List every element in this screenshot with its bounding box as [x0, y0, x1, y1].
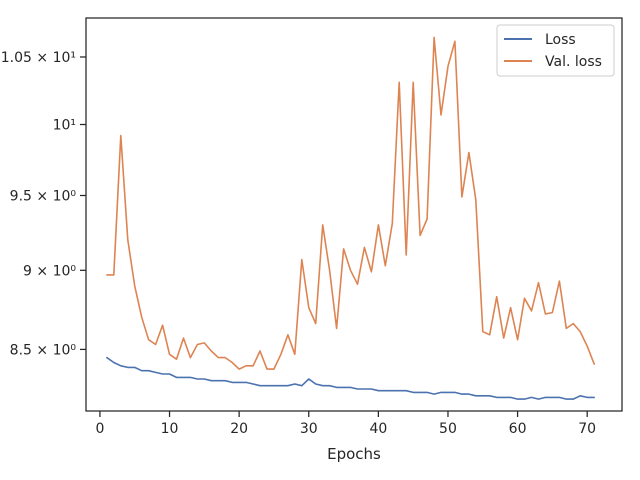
legend-label-loss: Loss	[545, 32, 576, 48]
y-tick-label: 9.5 × 10⁰	[10, 188, 77, 204]
x-tick-label: 10	[161, 421, 179, 437]
y-tick-label: 8.5 × 10⁰	[10, 342, 77, 358]
legend-label-val-loss: Val. loss	[545, 54, 602, 70]
x-tick-label: 70	[578, 421, 596, 437]
y-tick-label: 10¹	[53, 118, 76, 134]
y-tick-label: 1.05 × 10¹	[1, 50, 76, 66]
x-tick-label: 30	[300, 421, 318, 437]
x-tick-label: 40	[369, 421, 387, 437]
x-tick-label: 50	[439, 421, 457, 437]
series-line-loss	[106, 356, 596, 400]
legend-box	[496, 24, 615, 77]
x-tick-label: 20	[230, 421, 248, 437]
y-axis: 8.5 × 10⁰ 9 × 10⁰ 9.5 × 10⁰ 10¹ 1.05 × 10¹	[1, 50, 86, 358]
plot-lines	[106, 36, 596, 400]
series-line-val-loss	[106, 36, 596, 370]
legend: Loss Val. loss	[496, 24, 615, 77]
x-axis-label: Epochs	[327, 445, 381, 463]
x-tick-label: 60	[509, 421, 527, 437]
y-tick-label: 9 × 10⁰	[23, 263, 76, 279]
x-tick-label: 0	[95, 421, 104, 437]
x-axis: 0 10 20 30 40 50 60 70	[95, 411, 596, 437]
plot-frame	[85, 17, 623, 412]
